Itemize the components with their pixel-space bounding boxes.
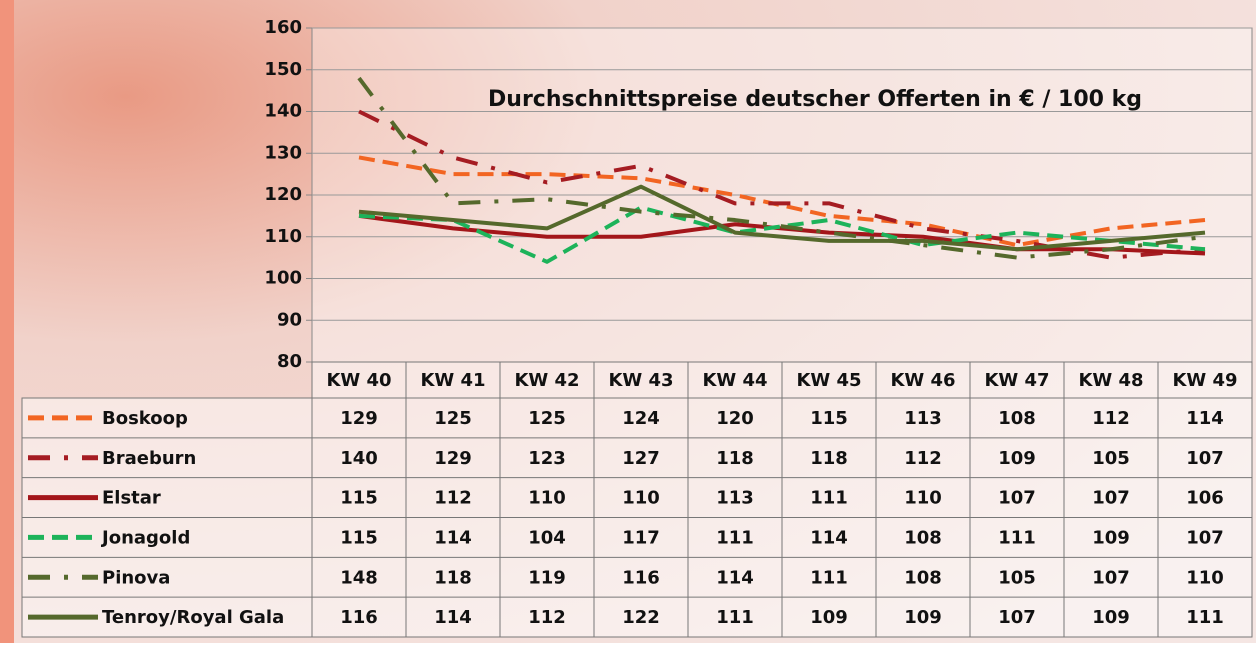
table-cell: 109	[998, 448, 1036, 469]
table-cell: 112	[1092, 408, 1130, 429]
table-cell: 109	[810, 607, 848, 628]
table-cell: 112	[434, 488, 472, 509]
table-cell: 120	[716, 408, 754, 429]
table-cell: 111	[1186, 607, 1224, 628]
table-cell: 105	[1092, 448, 1130, 469]
legend-label: Tenroy/Royal Gala	[102, 607, 284, 628]
x-tick-label: KW 46	[890, 370, 955, 391]
table-cell: 114	[716, 567, 754, 588]
x-tick-label: KW 48	[1078, 370, 1143, 391]
table-cell: 107	[1092, 567, 1130, 588]
x-tick-label: KW 47	[984, 370, 1049, 391]
table-cell: 113	[716, 488, 754, 509]
table-cell: 114	[810, 527, 848, 548]
x-tick-label: KW 49	[1172, 370, 1237, 391]
table-cell: 109	[1092, 607, 1130, 628]
table-cell: 115	[810, 408, 848, 429]
table-cell: 114	[1186, 408, 1224, 429]
y-tick-label: 90	[277, 309, 302, 330]
y-tick-label: 130	[264, 142, 302, 163]
y-tick-label: 100	[264, 268, 302, 289]
table-cell: 115	[340, 488, 378, 509]
table-cell: 140	[340, 448, 378, 469]
y-tick-label: 140	[264, 101, 302, 122]
table-cell: 125	[528, 408, 566, 429]
table-cell: 122	[622, 607, 660, 628]
legend-label: Elstar	[102, 488, 161, 509]
table-cell: 111	[998, 527, 1036, 548]
table-cell: 109	[1092, 527, 1130, 548]
x-tick-label: KW 42	[514, 370, 579, 391]
chart-title: Durchschnittspreise deutscher Offerten i…	[488, 87, 1142, 112]
table-cell: 125	[434, 408, 472, 429]
table-cell: 115	[340, 527, 378, 548]
y-tick-label: 110	[264, 226, 302, 247]
table-cell: 112	[528, 607, 566, 628]
table-cell: 129	[340, 408, 378, 429]
table-cell: 148	[340, 567, 378, 588]
table-cell: 107	[1186, 448, 1224, 469]
table-cell: 108	[998, 408, 1036, 429]
table-cell: 108	[904, 527, 942, 548]
table-cell: 106	[1186, 488, 1224, 509]
table-cell: 119	[528, 567, 566, 588]
table-cell: 110	[904, 488, 942, 509]
table-cell: 111	[810, 567, 848, 588]
x-tick-label: KW 41	[420, 370, 485, 391]
legend-label: Braeburn	[102, 448, 196, 469]
table-cell: 107	[998, 607, 1036, 628]
x-tick-label: KW 40	[326, 370, 391, 391]
table-cell: 123	[528, 448, 566, 469]
table-cell: 110	[1186, 567, 1224, 588]
table-cell: 107	[1186, 527, 1224, 548]
table-cell: 113	[904, 408, 942, 429]
chart: Durchschnittspreise deutscher Offerten i…	[0, 0, 1256, 643]
y-tick-label: 160	[264, 17, 302, 38]
y-tick-label: 150	[264, 59, 302, 80]
table-cell: 118	[716, 448, 754, 469]
table-cell: 109	[904, 607, 942, 628]
table-cell: 107	[1092, 488, 1130, 509]
left-edge	[0, 0, 14, 643]
table-cell: 118	[434, 567, 472, 588]
table-cell: 116	[340, 607, 378, 628]
legend-label: Pinova	[102, 567, 170, 588]
table-cell: 107	[998, 488, 1036, 509]
table-cell: 105	[998, 567, 1036, 588]
table-cell: 124	[622, 408, 660, 429]
table-cell: 110	[622, 488, 660, 509]
y-tick-label: 120	[264, 184, 302, 205]
legend-label: Boskoop	[102, 408, 188, 429]
table-cell: 114	[434, 607, 472, 628]
table-cell: 111	[716, 527, 754, 548]
legend-label: Jonagold	[100, 527, 190, 548]
table-cell: 108	[904, 567, 942, 588]
table-cell: 116	[622, 567, 660, 588]
x-tick-label: KW 45	[796, 370, 861, 391]
y-tick-label: 80	[277, 351, 302, 372]
table-cell: 111	[716, 607, 754, 628]
table-cell: 114	[434, 527, 472, 548]
table-cell: 129	[434, 448, 472, 469]
table-cell: 110	[528, 488, 566, 509]
table-cell: 118	[810, 448, 848, 469]
table-cell: 117	[622, 527, 660, 548]
table-cell: 104	[528, 527, 566, 548]
table-cell: 111	[810, 488, 848, 509]
x-tick-label: KW 43	[608, 370, 673, 391]
table-cell: 112	[904, 448, 942, 469]
table-cell: 127	[622, 448, 660, 469]
x-tick-label: KW 44	[702, 370, 767, 391]
